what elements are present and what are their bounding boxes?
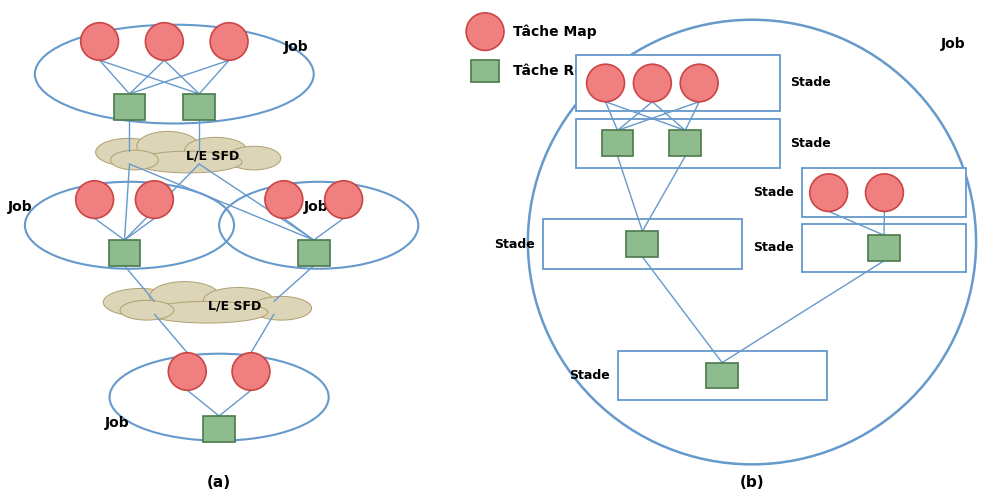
- Circle shape: [325, 181, 363, 218]
- Bar: [869, 235, 900, 261]
- Ellipse shape: [96, 138, 161, 166]
- Circle shape: [135, 181, 173, 218]
- Bar: [109, 240, 140, 266]
- Ellipse shape: [251, 296, 312, 320]
- Text: Stade: Stade: [569, 369, 610, 382]
- Ellipse shape: [121, 300, 174, 320]
- Bar: [618, 351, 827, 400]
- Bar: [626, 231, 658, 257]
- Ellipse shape: [149, 282, 219, 311]
- Text: (b): (b): [740, 475, 764, 490]
- Ellipse shape: [227, 146, 281, 170]
- Text: Stade: Stade: [753, 242, 794, 254]
- Bar: [298, 240, 330, 266]
- Text: Job: Job: [105, 416, 129, 430]
- Bar: [183, 94, 215, 120]
- Text: Job: Job: [284, 41, 309, 54]
- Bar: [602, 130, 633, 156]
- Circle shape: [866, 174, 903, 211]
- Text: Stade: Stade: [790, 137, 831, 150]
- Text: Job: Job: [941, 38, 966, 51]
- Circle shape: [76, 181, 114, 218]
- Circle shape: [145, 23, 183, 60]
- Bar: [203, 416, 235, 442]
- Circle shape: [232, 353, 270, 390]
- Ellipse shape: [111, 150, 158, 170]
- Bar: [471, 60, 499, 82]
- Circle shape: [466, 13, 504, 50]
- Bar: [576, 119, 780, 168]
- Bar: [114, 94, 145, 120]
- Bar: [802, 168, 966, 217]
- Ellipse shape: [136, 131, 199, 161]
- Text: Job: Job: [304, 201, 329, 214]
- Text: Tâche Reduce: Tâche Reduce: [513, 64, 622, 78]
- Text: Job: Job: [8, 201, 33, 214]
- Text: Stade: Stade: [790, 77, 831, 89]
- Ellipse shape: [134, 151, 242, 173]
- Text: L/E SFD: L/E SFD: [208, 300, 261, 313]
- Ellipse shape: [184, 137, 247, 163]
- Text: L/E SFD: L/E SFD: [185, 150, 239, 163]
- Text: Stade: Stade: [753, 186, 794, 199]
- Circle shape: [633, 64, 671, 102]
- Bar: [669, 130, 701, 156]
- Circle shape: [810, 174, 848, 211]
- Circle shape: [210, 23, 248, 60]
- Circle shape: [81, 23, 119, 60]
- Bar: [576, 55, 780, 111]
- Text: Stade: Stade: [494, 238, 535, 250]
- Bar: [706, 363, 738, 388]
- Circle shape: [265, 181, 303, 218]
- Circle shape: [168, 353, 206, 390]
- Circle shape: [680, 64, 718, 102]
- Circle shape: [587, 64, 624, 102]
- Ellipse shape: [147, 301, 268, 323]
- Ellipse shape: [104, 288, 177, 316]
- Text: (a): (a): [207, 475, 231, 490]
- Bar: [543, 219, 742, 269]
- Ellipse shape: [203, 288, 273, 313]
- Bar: [802, 224, 966, 272]
- Text: Tâche Map: Tâche Map: [513, 24, 597, 39]
